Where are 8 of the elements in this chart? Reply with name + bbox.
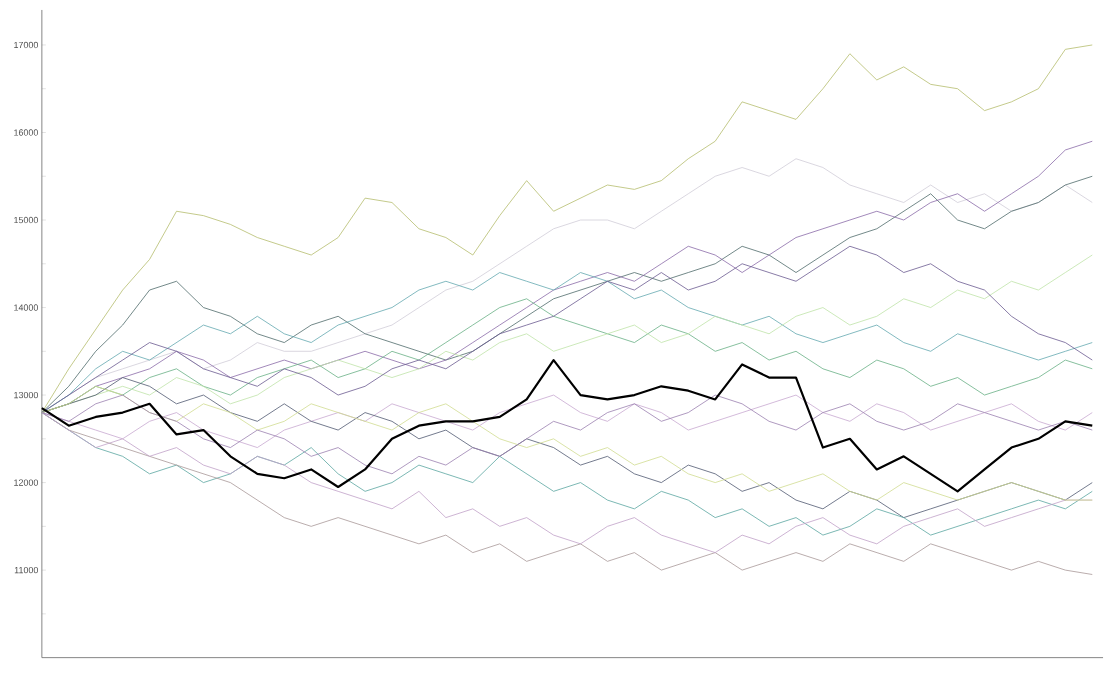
y-tick-label: 14000: [14, 304, 38, 311]
y-tick-label: 17000: [14, 42, 38, 49]
y-tick-label: 15000: [14, 217, 38, 224]
line-series: [41, 394, 1093, 475]
y-tick-label: 13000: [14, 392, 38, 399]
y-tick-label: 16000: [14, 129, 38, 136]
y-tick-label: 12000: [14, 479, 38, 486]
y-tick-label: 11000: [14, 567, 38, 574]
